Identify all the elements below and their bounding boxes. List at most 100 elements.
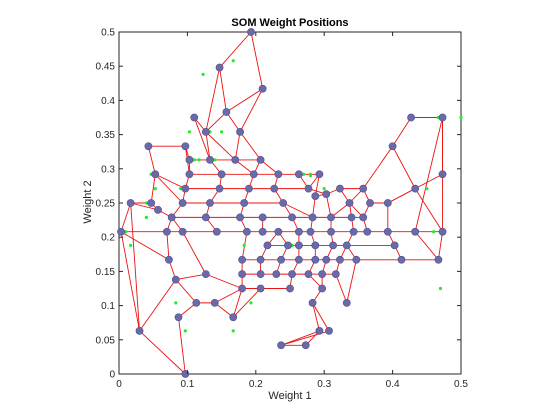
- link-line: [234, 131, 241, 160]
- neuron-point: [258, 84, 267, 93]
- neuron-point: [240, 199, 249, 207]
- neuron-point: [342, 241, 351, 250]
- neuron-point: [181, 184, 190, 193]
- neuron-point: [117, 227, 125, 236]
- neuron-point: [311, 241, 320, 250]
- link-line: [205, 67, 220, 132]
- neuron-point: [185, 156, 194, 164]
- neuron-point: [366, 199, 374, 207]
- link-line: [130, 202, 140, 331]
- y-tick-label: 0: [109, 370, 115, 381]
- link-line: [193, 117, 211, 161]
- input-point: [174, 301, 178, 305]
- y-tick-label: 0.4: [101, 96, 115, 107]
- neuron-point: [288, 213, 296, 222]
- y-tick-label: 0.25: [96, 199, 116, 210]
- neuron-point: [390, 241, 399, 250]
- neuron-point: [210, 298, 219, 307]
- neuron-point: [258, 213, 267, 222]
- neuron-point: [274, 227, 283, 236]
- link-line: [205, 111, 227, 133]
- neuron-point: [438, 113, 447, 122]
- neuron-point: [327, 213, 335, 222]
- link-line: [182, 231, 207, 275]
- x-tick-label: 0.5: [454, 379, 468, 390]
- input-point: [231, 329, 235, 333]
- neuron-point: [222, 108, 231, 116]
- input-point: [425, 187, 429, 191]
- neuron-point: [363, 227, 372, 236]
- input-point: [144, 215, 148, 219]
- neuron-point: [247, 28, 255, 36]
- neuron-point: [263, 241, 272, 250]
- neuron-point: [185, 170, 194, 179]
- neuron-point: [256, 270, 265, 279]
- neuron-point: [279, 199, 288, 207]
- neuron-point: [217, 170, 226, 179]
- neuron-point: [201, 127, 210, 136]
- neuron-point: [322, 190, 331, 199]
- link-line: [414, 188, 443, 232]
- link-line: [250, 31, 264, 89]
- neuron-point: [349, 227, 358, 236]
- y-tick-label: 0.5: [101, 28, 115, 39]
- neuron-point: [329, 241, 337, 250]
- neuron-point: [167, 213, 176, 222]
- neuron-point: [201, 213, 210, 222]
- neuron-point: [308, 213, 317, 222]
- neuron-point: [331, 270, 340, 279]
- input-point: [129, 243, 133, 248]
- neuron-point: [206, 156, 214, 164]
- link-line: [312, 302, 330, 332]
- neuron-point: [325, 327, 333, 335]
- neuron-point: [181, 142, 190, 151]
- link-line: [214, 288, 243, 304]
- neuron-point: [236, 213, 244, 222]
- link-line: [387, 188, 416, 204]
- link-line: [335, 273, 348, 304]
- neuron-point: [383, 227, 392, 236]
- link-line: [414, 117, 443, 232]
- input-point: [144, 201, 148, 205]
- x-tick-label: 0.1: [180, 379, 194, 390]
- input-point: [322, 187, 326, 191]
- link-line: [175, 273, 206, 281]
- neuron-point: [215, 184, 224, 193]
- neuron-point: [315, 170, 324, 179]
- neuron-point: [154, 205, 162, 214]
- link-line: [282, 202, 313, 218]
- link-line: [414, 231, 439, 261]
- neuron-point: [272, 270, 281, 279]
- neuron-point: [294, 255, 303, 264]
- neuron-point: [359, 213, 368, 222]
- input-point: [249, 301, 253, 305]
- input-point: [308, 172, 313, 176]
- neuron-point: [274, 170, 283, 179]
- neuron-point: [407, 113, 415, 122]
- neuron-point: [135, 327, 144, 335]
- neuron-point: [270, 184, 279, 193]
- input-point: [213, 158, 217, 162]
- input-point: [197, 158, 201, 162]
- y-tick-label: 0.45: [96, 62, 116, 73]
- input-point: [153, 187, 157, 191]
- neuron-point: [288, 270, 296, 279]
- neuron-point: [336, 184, 344, 193]
- y-tick-label: 0.2: [101, 233, 115, 244]
- x-tick-label: 0.4: [386, 379, 400, 390]
- neuron-point: [206, 199, 214, 207]
- neuron-point: [286, 284, 294, 293]
- link-line: [175, 279, 197, 304]
- link-line: [280, 330, 320, 346]
- input-point: [192, 158, 196, 162]
- neuron-point: [256, 255, 265, 264]
- y-tick-label: 0.1: [101, 301, 115, 312]
- neuron-point: [318, 284, 327, 293]
- neuron-point: [347, 213, 356, 222]
- neuron-point: [215, 63, 224, 72]
- link-line: [219, 31, 252, 68]
- link-line: [226, 111, 241, 133]
- link-line: [312, 302, 320, 332]
- neuron-point: [397, 255, 406, 264]
- neuron-point: [301, 341, 310, 350]
